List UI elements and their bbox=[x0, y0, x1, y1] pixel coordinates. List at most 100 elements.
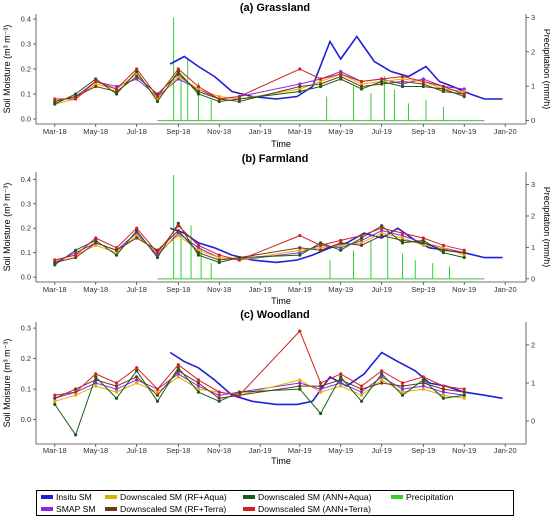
x-tick-label: Sep-18 bbox=[166, 127, 190, 136]
series-rf_terra-point bbox=[421, 381, 425, 385]
legend-item-ann_terra: Downscaled SM (ANN+Terra) bbox=[243, 503, 389, 515]
series-ann_aqua-point bbox=[114, 253, 119, 257]
series-rf_aqua-point bbox=[298, 87, 302, 91]
series-smap-point bbox=[421, 384, 425, 388]
series-rf_terra-point bbox=[462, 251, 466, 255]
series-rf_terra-point bbox=[53, 99, 57, 104]
series-ann_aqua-point bbox=[53, 102, 57, 106]
series-ann_aqua-point bbox=[359, 399, 364, 403]
series-ann_aqua-line bbox=[54, 366, 465, 437]
series-ann_aqua-point bbox=[74, 92, 78, 96]
series-rf_aqua-point bbox=[74, 393, 78, 397]
series-ann_terra-point bbox=[196, 378, 201, 382]
series-rf_terra-point bbox=[441, 89, 446, 94]
series-rf_terra-point bbox=[114, 89, 119, 94]
x-axis-label: Time bbox=[271, 296, 291, 306]
y-right-tick-label: 3 bbox=[531, 13, 535, 22]
series-rf_aqua-point bbox=[339, 243, 343, 247]
series-ann_terra-point bbox=[237, 393, 241, 397]
series-smap-point bbox=[380, 229, 384, 233]
series-rf_terra-point bbox=[135, 74, 139, 79]
series-rf_terra-point bbox=[176, 229, 180, 233]
series-rf_aqua-point bbox=[380, 231, 384, 235]
series-rf_terra-point bbox=[421, 82, 425, 86]
y-axis-label-right: Precipitation (mm/h) bbox=[542, 187, 550, 268]
legend-swatch bbox=[243, 507, 255, 511]
series-ann_terra-point bbox=[135, 226, 139, 230]
series-rf_aqua-point bbox=[135, 381, 139, 385]
series-rf_aqua-point bbox=[135, 233, 139, 238]
series-rf_terra-point bbox=[400, 238, 405, 243]
y-tick-label: 0.1 bbox=[21, 385, 31, 394]
series-ann_terra-point bbox=[400, 381, 405, 385]
series-rf_terra-point bbox=[380, 381, 384, 385]
series-ann_aqua-point bbox=[298, 89, 302, 94]
legend-swatch bbox=[105, 507, 117, 511]
series-rf_terra-point bbox=[298, 384, 302, 388]
series-ann_aqua-point bbox=[53, 263, 57, 267]
x-tick-label: Mar-19 bbox=[288, 285, 312, 294]
series-rf_aqua-point bbox=[359, 82, 364, 86]
y-tick-label: 0.0 bbox=[21, 273, 31, 282]
series-ann_terra-point bbox=[237, 94, 241, 99]
series-rf_terra-point bbox=[319, 384, 323, 388]
x-tick-label: Jul-18 bbox=[126, 446, 146, 455]
series-ann_terra-point bbox=[53, 97, 57, 101]
y-right-tick-label: 1 bbox=[531, 82, 535, 91]
series-ann_terra-point bbox=[74, 390, 78, 394]
series-ann_aqua-point bbox=[155, 99, 160, 104]
series-ann_terra-point bbox=[462, 387, 466, 391]
series-ann_terra-point bbox=[74, 253, 78, 257]
series-smap-point bbox=[74, 251, 78, 255]
series-ann_terra-point bbox=[196, 243, 201, 247]
series-rf_aqua-point bbox=[359, 241, 364, 245]
series-ann_aqua-point bbox=[298, 387, 302, 391]
legend-label: Insitu SM bbox=[56, 492, 92, 502]
series-ann_aqua-point bbox=[74, 433, 78, 437]
series-rf_terra-point bbox=[114, 248, 119, 252]
x-axis-label: Time bbox=[271, 139, 291, 149]
series-ann_terra-point bbox=[359, 233, 364, 238]
series-ann_terra-point bbox=[339, 72, 343, 76]
series-rf_terra-point bbox=[462, 390, 466, 394]
series-ann_terra-point bbox=[94, 372, 98, 376]
series-ann_terra-point bbox=[380, 226, 384, 230]
legend-swatch bbox=[41, 507, 53, 511]
series-rf_terra-point bbox=[298, 246, 302, 250]
series-ann_terra-point bbox=[114, 246, 119, 250]
series-rf_aqua-point bbox=[176, 233, 180, 238]
series-rf_aqua-point bbox=[441, 246, 446, 250]
series-rf_aqua-point bbox=[462, 396, 466, 400]
series-smap-point bbox=[400, 82, 405, 86]
series-ann_aqua-point bbox=[155, 255, 160, 260]
series-rf_terra-point bbox=[53, 396, 57, 400]
y-right-tick-label: 0 bbox=[531, 116, 535, 125]
series-rf_aqua-point bbox=[441, 393, 446, 397]
x-tick-label: Jan-19 bbox=[249, 446, 272, 455]
series-ann_terra-point bbox=[155, 94, 160, 99]
series-rf_terra-point bbox=[114, 384, 119, 388]
series-smap-point bbox=[94, 381, 98, 385]
y-tick-label: 0.2 bbox=[21, 65, 31, 74]
series-rf_terra-point bbox=[441, 248, 446, 252]
series-ann_aqua-point bbox=[135, 369, 139, 373]
series-rf_aqua-point bbox=[462, 89, 466, 94]
series-ann_terra-point bbox=[114, 381, 119, 385]
series-ann_aqua-point bbox=[237, 390, 241, 394]
series-rf_terra-point bbox=[359, 387, 364, 391]
series-smap-point bbox=[400, 233, 405, 238]
series-smap-point bbox=[421, 77, 425, 81]
series-rf_aqua-point bbox=[176, 74, 180, 79]
series-ann_terra-point bbox=[114, 87, 119, 91]
series-ann_aqua-point bbox=[441, 396, 446, 400]
series-ann_aqua-point bbox=[155, 399, 160, 403]
series-rf_terra-point bbox=[94, 84, 98, 89]
panel-0: (a) Grassland 0.0 0.1 0.2 0.3 0.4 0 1 2 3 Mar-18 Ma… bbox=[2, 2, 550, 149]
series-ann_terra-point bbox=[421, 79, 425, 84]
x-tick-label: May-19 bbox=[328, 285, 353, 294]
series-ann_aqua-point bbox=[237, 255, 241, 260]
legend: Insitu SM Downscaled SM (RF+Aqua) Downscal… bbox=[36, 490, 514, 516]
x-tick-label: Nov-19 bbox=[452, 285, 476, 294]
series-smap-point bbox=[176, 372, 180, 376]
series-rf_aqua-point bbox=[196, 248, 201, 252]
